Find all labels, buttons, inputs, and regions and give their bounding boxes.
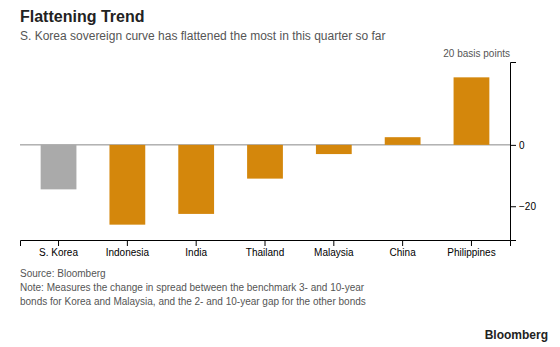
- x-axis: S. Korea Indonesia India Thailand Malaysia Ch…: [21, 240, 511, 258]
- bar: [41, 145, 77, 190]
- source-note: Source: Bloomberg Note: Measures the chan…: [20, 268, 366, 307]
- y-tick-label: −20: [519, 201, 536, 212]
- y-axis: −20 0: [510, 63, 536, 241]
- x-tick-mark: [471, 240, 472, 246]
- x-axis-line: [21, 241, 511, 247]
- x-tick-label: Thailand: [246, 247, 284, 258]
- x-tick-label: China: [390, 247, 417, 258]
- x-tick-mark: [127, 240, 128, 246]
- x-tick: S. Korea: [39, 240, 78, 258]
- bar: [178, 145, 214, 214]
- title: Flattening Trend: [20, 8, 144, 25]
- x-tick-mark: [58, 240, 59, 246]
- x-tick-label: India: [185, 247, 207, 258]
- x-tick-label: Philippines: [447, 247, 495, 258]
- x-tick-mark: [402, 240, 403, 246]
- bar: [385, 137, 421, 145]
- annotation: 20 basis points: [443, 48, 510, 59]
- y-tick-mark: [510, 206, 516, 207]
- x-tick: Malaysia: [314, 240, 354, 258]
- note-line: bonds for Korea and Malaysia, and the 2-…: [20, 296, 366, 307]
- x-tick-mark: [333, 240, 334, 246]
- note-line: Source: Bloomberg: [20, 268, 106, 279]
- x-tick: India: [185, 240, 207, 258]
- y-tick-mark: [510, 145, 516, 146]
- y-tick: 0: [510, 140, 525, 151]
- bar: [247, 145, 283, 179]
- y-axis-line: [511, 63, 517, 241]
- x-tick: Thailand: [246, 240, 284, 258]
- x-tick-mark: [265, 240, 266, 246]
- x-tick: Indonesia: [106, 240, 150, 258]
- bar: [316, 145, 352, 154]
- credit: Bloomberg: [485, 328, 548, 342]
- chart: Flattening Trend S. Korea sovereign curve…: [0, 0, 560, 347]
- note-line: Note: Measures the change in spread betw…: [20, 282, 365, 293]
- bars: [20, 77, 510, 224]
- x-tick-mark: [196, 240, 197, 246]
- x-tick-label: Indonesia: [106, 247, 150, 258]
- x-tick-label: S. Korea: [39, 247, 78, 258]
- x-tick-label: Malaysia: [314, 247, 354, 258]
- bar: [109, 145, 145, 225]
- y-tick-label: 0: [519, 140, 525, 151]
- x-tick: China: [390, 240, 417, 258]
- x-tick: Philippines: [447, 240, 495, 258]
- subtitle: S. Korea sovereign curve has flattened t…: [20, 29, 386, 43]
- y-tick: −20: [510, 201, 536, 212]
- bar: [454, 77, 490, 145]
